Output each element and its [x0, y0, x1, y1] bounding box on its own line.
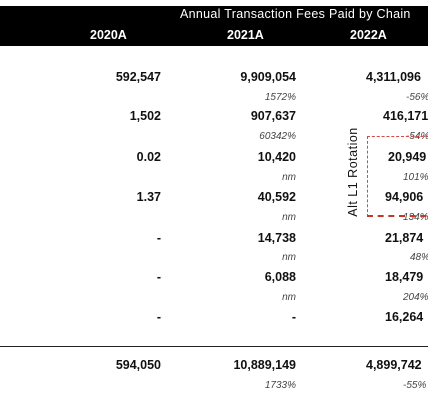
value-2020a: -: [156, 310, 161, 324]
value-2021a: 907,637: [250, 109, 296, 123]
value-2021a: 9,909,054: [240, 70, 296, 84]
total-growth-2022a: -55%: [403, 380, 427, 391]
column-header-2022a: 2022A: [350, 28, 387, 42]
growth-2021a: 1572%: [264, 92, 296, 103]
growth-row: 1572% -56%: [0, 92, 428, 110]
growth-2021a: 60342%: [259, 131, 296, 142]
value-2021a: 10,420: [257, 150, 296, 164]
table-row: 1.37 40,592 94,906: [0, 190, 428, 208]
total-2020a: 594,050: [115, 358, 161, 372]
table-row: 0.02 10,420 20,949: [0, 150, 428, 168]
value-2021a: 6,088: [264, 270, 296, 284]
growth-2022a: -56%: [406, 92, 428, 103]
value-2020a: 0.02: [136, 150, 161, 164]
growth-row: nm 48%: [0, 252, 428, 270]
value-2020a: 1,502: [129, 109, 161, 123]
total-row: 594,050 10,889,149 4,899,742: [0, 358, 428, 376]
growth-2022a: 101%: [403, 172, 428, 183]
total-growth-row: 1733% -55%: [0, 380, 428, 398]
growth-row: nm 101%: [0, 172, 428, 190]
value-2022a: 94,906: [385, 190, 424, 204]
growth-2022a: 204%: [403, 292, 428, 303]
value-2022a: 16,264: [385, 310, 424, 324]
table-row: - 14,738 21,874: [0, 231, 428, 249]
growth-2021a: nm: [282, 292, 296, 303]
value-2020a: 592,547: [115, 70, 161, 84]
total-growth-2021a: 1733%: [264, 380, 296, 391]
value-2021a: 40,592: [257, 190, 296, 204]
total-2022a: 4,899,742: [366, 358, 422, 372]
value-2022a: 21,874: [385, 231, 424, 245]
value-2022a: 4,311,096: [366, 70, 421, 84]
growth-2022a: 134%: [403, 212, 428, 223]
value-2022a: 20,949: [388, 150, 427, 164]
value-2022a: 18,479: [385, 270, 424, 284]
growth-2022a: 48%: [410, 252, 428, 263]
table-row: - - 16,264: [0, 310, 428, 328]
growth-row: nm 134%: [0, 212, 428, 230]
growth-2021a: nm: [282, 252, 296, 263]
table-row: 592,547 9,909,054 4,311,096: [0, 70, 428, 88]
table-row: 1,502 907,637 416,171: [0, 109, 428, 127]
growth-row: nm 204%: [0, 292, 428, 310]
value-2020a: -: [156, 270, 161, 284]
value-2020a: 1.37: [136, 190, 161, 204]
column-header-2021a: 2021A: [227, 28, 264, 42]
table-title-bar: Annual Transaction Fees Paid by Chain: [0, 6, 428, 25]
growth-2021a: nm: [282, 212, 296, 223]
column-header-2020a: 2020A: [90, 28, 127, 42]
total-divider: [0, 346, 428, 347]
value-2022a: 416,171: [383, 109, 428, 123]
value-2021a: 14,738: [257, 231, 296, 245]
value-2021a: -: [291, 310, 296, 324]
rotation-dashed-underline: [367, 215, 428, 217]
table-row: - 6,088 18,479: [0, 270, 428, 288]
column-header-row: 2020A 2021A 2022A: [0, 25, 428, 46]
value-2020a: -: [156, 231, 161, 245]
rotation-label: Alt L1 Rotation: [346, 127, 360, 217]
growth-row: 60342% -54%: [0, 131, 428, 149]
total-2021a: 10,889,149: [233, 358, 296, 372]
table-title: Annual Transaction Fees Paid by Chain: [180, 7, 411, 21]
growth-2021a: nm: [282, 172, 296, 183]
rotation-dashed-box: [367, 136, 428, 217]
